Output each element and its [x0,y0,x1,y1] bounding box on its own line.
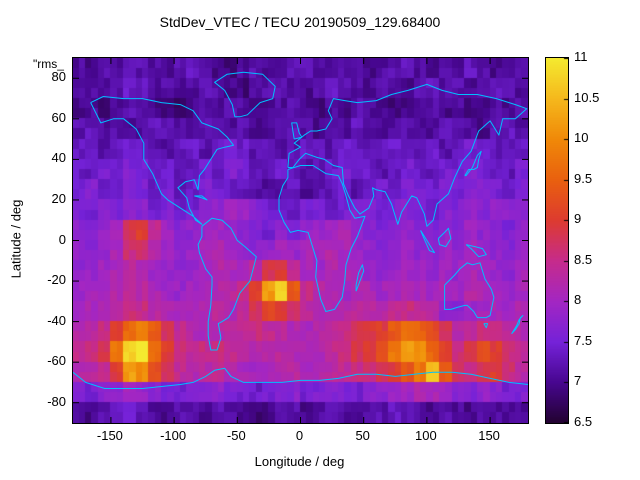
colorbar-tick-label: 9 [574,211,582,227]
coastline-path [278,165,366,312]
heatmap-canvas [73,58,528,423]
colorbar-tick-label: 9.5 [574,170,593,186]
y-tick-label: -20 [47,272,66,288]
map-overlay-svg [73,58,528,423]
coastline-path [444,262,495,319]
y-tick-label: 80 [51,69,66,85]
x-tick-label: 100 [415,428,437,443]
x-tick-label: 150 [478,428,500,443]
coastline-path [73,367,528,389]
coastline-path [420,230,435,254]
coastline-path [214,71,276,118]
coastline-path [291,122,303,140]
coastline-path [511,315,524,335]
colorbar-tick-label: 10 [574,130,589,146]
coastline-path [194,195,208,201]
colorbar-tick-label: 7 [574,373,582,389]
x-axis-label: Longitude / deg [254,454,345,469]
y-tick-label: 60 [51,109,66,125]
coastline-path [287,83,528,227]
colorbar-tick-label: 6.5 [574,414,593,429]
coastline-path [464,150,482,177]
rms-annotation: "rms_ [33,57,64,71]
plot-area [72,57,529,424]
y-tick-label: -80 [47,393,66,409]
y-tick-label: -60 [47,353,66,369]
coastline-path [90,96,234,225]
colorbar-tick-label: 8.5 [574,251,593,267]
x-tick-label: 0 [295,428,304,443]
colorbar-tick-label: 8 [574,292,582,308]
coastline-path [483,323,489,329]
y-tick-label: -40 [47,312,66,328]
chart-title: StdDev_VTEC / TECU 20190509_129.68400 [159,14,441,30]
colorbar-tick-label: 10.5 [574,89,600,105]
coastline-path [355,264,365,292]
colorbar-tick-label: 7.5 [574,332,593,348]
coastline-path [197,217,257,351]
colorbar-canvas [546,58,568,423]
colorbar-tick-label: 11 [574,49,588,64]
x-tick-label: -100 [160,428,187,443]
colorbar [545,57,569,424]
x-tick-label: -150 [96,428,123,443]
y-tick-label: 40 [51,150,66,166]
y-tick-label: 20 [51,190,66,206]
x-tick-label: -50 [226,428,246,443]
coastline-path [465,244,487,258]
coastline-path [437,227,452,248]
x-tick-label: 50 [355,428,370,443]
y-tick-label: 0 [58,231,66,247]
y-axis-label: Latitude / deg [8,199,24,279]
